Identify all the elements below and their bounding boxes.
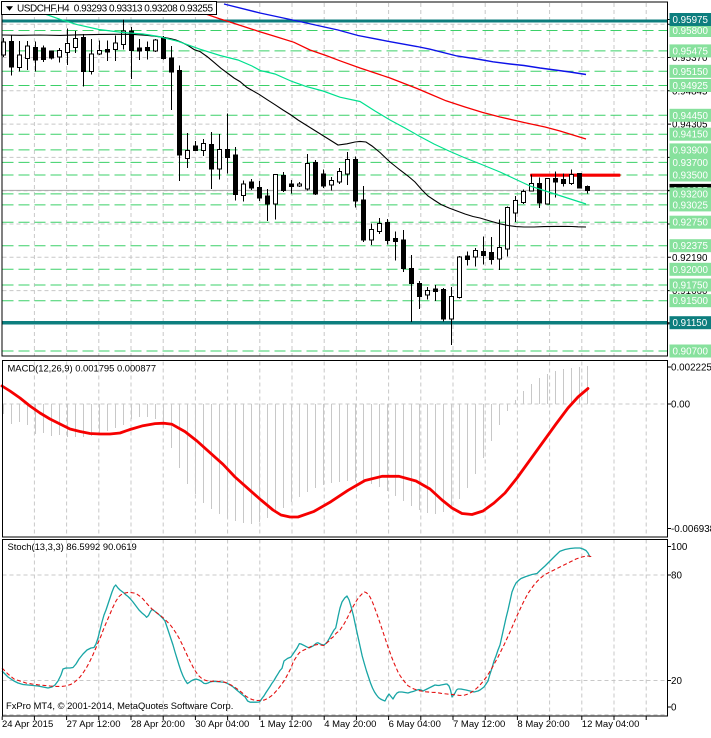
svg-text:28 Apr 20:00: 28 Apr 20:00 xyxy=(131,719,185,730)
svg-text:12 May 04:00: 12 May 04:00 xyxy=(582,719,640,730)
svg-text:0.002225: 0.002225 xyxy=(671,363,711,374)
svg-text:0.93025: 0.93025 xyxy=(673,200,709,211)
svg-text:0.92000: 0.92000 xyxy=(673,265,709,276)
svg-text:0.94150: 0.94150 xyxy=(673,130,709,141)
svg-text:0.95475: 0.95475 xyxy=(673,46,709,57)
svg-text:-0.006938: -0.006938 xyxy=(671,524,711,535)
svg-text:USDCHF,H4 0.93293 0.93313 0.9: USDCHF,H4 0.93293 0.93313 0.93208 0.9325… xyxy=(17,4,213,15)
svg-text:Stoch(13,3,3) 86.5992 90.0619: Stoch(13,3,3) 86.5992 90.0619 xyxy=(8,541,137,552)
svg-text:27 Apr 12:00: 27 Apr 12:00 xyxy=(67,719,121,730)
svg-text:0: 0 xyxy=(671,703,677,714)
svg-text:0.95150: 0.95150 xyxy=(673,67,709,78)
svg-text:0.92375: 0.92375 xyxy=(673,241,709,252)
svg-text:0.93700: 0.93700 xyxy=(673,158,709,169)
svg-text:100: 100 xyxy=(671,542,688,553)
svg-text:30 Apr 04:00: 30 Apr 04:00 xyxy=(195,719,249,730)
svg-text:MACD(12,26,9) 0.001795 0.00087: MACD(12,26,9) 0.001795 0.000877 xyxy=(8,363,157,374)
svg-text:4 May 20:00: 4 May 20:00 xyxy=(324,719,376,730)
svg-text:0.92190: 0.92190 xyxy=(672,253,708,264)
svg-text:0.94925: 0.94925 xyxy=(673,81,709,92)
svg-text:0.00: 0.00 xyxy=(671,400,691,411)
svg-text:0.90700: 0.90700 xyxy=(673,347,709,358)
svg-text:0.95800: 0.95800 xyxy=(673,26,709,37)
svg-text:0.91750: 0.91750 xyxy=(673,281,709,292)
svg-text:FxPro MT4, © 2001-2014, MetaQu: FxPro MT4, © 2001-2014, MetaQuotes Softw… xyxy=(6,700,233,711)
svg-text:0.91150: 0.91150 xyxy=(673,318,708,329)
svg-text:20: 20 xyxy=(671,676,682,687)
svg-text:80: 80 xyxy=(671,571,682,582)
svg-text:6 May 04:00: 6 May 04:00 xyxy=(389,719,441,730)
svg-text:1 May 12:00: 1 May 12:00 xyxy=(260,719,312,730)
svg-text:0.92750: 0.92750 xyxy=(673,218,709,229)
svg-text:0.95975: 0.95975 xyxy=(673,15,709,26)
svg-text:0.91500: 0.91500 xyxy=(673,296,709,307)
svg-text:8 May 20:00: 8 May 20:00 xyxy=(517,719,569,730)
svg-text:0.93900: 0.93900 xyxy=(673,145,709,156)
svg-text:0.93500: 0.93500 xyxy=(673,171,709,182)
svg-text:7 May 12:00: 7 May 12:00 xyxy=(453,719,505,730)
svg-text:0.94450: 0.94450 xyxy=(673,111,709,122)
svg-text:24 Apr 2015: 24 Apr 2015 xyxy=(2,719,53,730)
